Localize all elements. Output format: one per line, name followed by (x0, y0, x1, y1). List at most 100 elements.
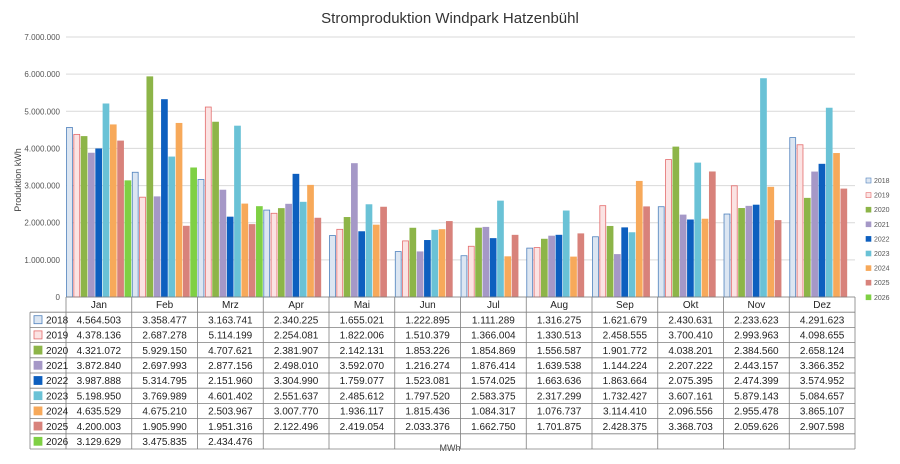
y-tick-label: 5.000.000 (24, 107, 60, 116)
legend-key (865, 279, 872, 286)
bar (789, 137, 797, 298)
bar (621, 227, 629, 298)
table-legend-key (33, 330, 43, 340)
category-label: Aug (550, 300, 568, 311)
table-cell-value: 1.701.875 (537, 422, 582, 433)
table-cell-value: 1.076.737 (537, 407, 582, 418)
bar (212, 121, 219, 298)
bar (307, 184, 314, 298)
table-cell-value: 2.955.478 (734, 407, 779, 418)
bar (701, 218, 709, 298)
bar (825, 107, 833, 298)
category-label: Jan (91, 300, 107, 311)
table-cell-value: 1.222.895 (405, 315, 450, 326)
bar (66, 127, 73, 298)
category-label: Mai (354, 300, 370, 311)
table-cell-value: 4.098.655 (800, 331, 845, 342)
legend-key (865, 192, 872, 198)
bar (752, 204, 760, 298)
table-cell-value: 4.707.621 (208, 346, 253, 357)
table-cell-value: 2.419.054 (340, 422, 385, 433)
table-cell-value: 5.314.795 (142, 376, 187, 387)
table-cell-value: 4.378.136 (77, 331, 122, 342)
bar (153, 196, 161, 298)
table-legend-key (33, 376, 43, 385)
y-tick-label: 2.000.000 (24, 219, 60, 228)
table-cell-value: 1.510.379 (405, 331, 450, 342)
category-label: Apr (288, 300, 304, 311)
y-tick-label: 3.000.000 (24, 182, 60, 191)
table-legend-key (33, 315, 43, 325)
bar (818, 163, 826, 298)
table-cell-value: 5.084.657 (800, 391, 845, 402)
bar (708, 171, 716, 298)
table-cell-value: 3.607.161 (668, 391, 713, 402)
table-series-name: 2026 (46, 437, 69, 448)
table-cell-value: 2.503.967 (208, 407, 253, 418)
bar (394, 251, 402, 298)
table-legend-key (33, 391, 43, 401)
bar (445, 221, 453, 298)
table-cell-value: 2.317.299 (537, 391, 582, 402)
table-cell-value: 1.663.636 (537, 376, 582, 387)
table-cell-value: 1.556.587 (537, 346, 582, 357)
table-cell-value: 2.075.395 (668, 376, 713, 387)
category-label: Dez (813, 300, 831, 311)
table-cell-value: 4.635.529 (77, 407, 122, 418)
bar (88, 152, 95, 298)
y-axis-label: Produktion kWh (13, 148, 23, 212)
bar (131, 171, 139, 298)
bar (117, 140, 124, 298)
bar (460, 255, 468, 298)
table-cell-value: 3.358.477 (142, 315, 187, 326)
table-legend-key (33, 406, 43, 416)
table-cell-value: 3.865.107 (800, 407, 845, 418)
table-cell-value: 2.498.010 (274, 361, 319, 372)
table-cell-value: 2.443.157 (734, 361, 779, 372)
bar (146, 76, 154, 298)
table-cell-value: 2.877.156 (208, 361, 253, 372)
bar (738, 208, 745, 298)
bar (767, 186, 775, 298)
bar (482, 226, 490, 298)
bar (657, 206, 665, 298)
table-cell-value: 4.601.402 (208, 391, 253, 402)
table-cell-value: 1.523.081 (405, 376, 450, 387)
table-cell-value: 2.658.124 (800, 346, 845, 357)
bar (840, 188, 848, 298)
bar (760, 78, 767, 298)
table-cell-value: 3.007.770 (274, 407, 319, 418)
bar (511, 234, 519, 298)
category-label: Jul (487, 300, 500, 311)
table-cell-value: 1.621.679 (603, 315, 648, 326)
y-tick-label: 4.000.000 (24, 144, 60, 153)
bar (80, 136, 88, 298)
legend-key (865, 221, 872, 228)
bar (102, 103, 110, 298)
table-legend-key (33, 345, 43, 355)
table-cell-value: 2.142.131 (340, 346, 385, 357)
legend-label: 2023 (874, 251, 890, 258)
bar (533, 247, 541, 298)
bar (124, 180, 132, 298)
bar (475, 227, 482, 298)
bar (219, 189, 227, 298)
bar (351, 163, 358, 298)
table-cell-value: 3.592.070 (340, 361, 385, 372)
table-cell-value: 1.330.513 (537, 331, 582, 342)
bar (139, 196, 146, 298)
table-cell-value: 3.368.703 (668, 422, 713, 433)
table-cell-value: 3.475.835 (142, 437, 187, 448)
table-cell-value: 2.233.623 (734, 315, 779, 326)
table-cell-value: 3.304.990 (274, 376, 319, 387)
bar (263, 209, 271, 298)
bar (234, 125, 241, 298)
bar (497, 200, 504, 298)
bar (562, 210, 570, 298)
bar (592, 236, 599, 298)
y-tick-label: 7.000.000 (24, 33, 60, 42)
bar (182, 225, 190, 298)
bar (774, 220, 782, 298)
bar (109, 124, 117, 298)
bar (687, 219, 694, 298)
